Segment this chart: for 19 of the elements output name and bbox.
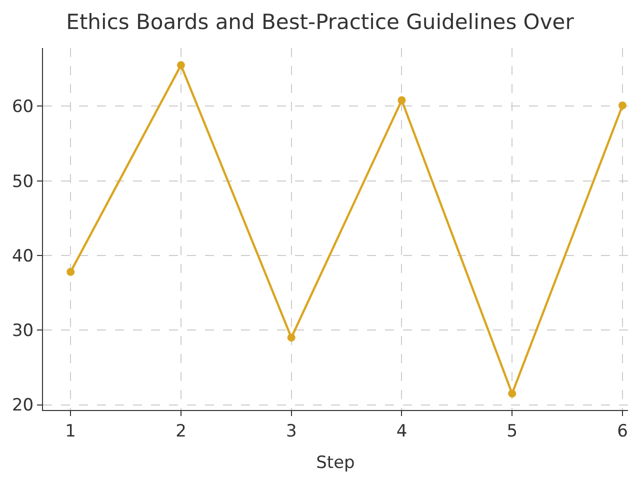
point	[508, 390, 516, 398]
x-tick-label: 2	[176, 421, 186, 442]
y-tick-label: 40	[12, 246, 34, 266]
x-axis-title: Step	[316, 452, 355, 473]
point	[176, 61, 185, 70]
x-tick-label: 1	[65, 421, 76, 442]
y-tick-label: 30	[12, 321, 34, 342]
x-tick-label: 6	[617, 421, 628, 442]
y-tick-label: 20	[12, 396, 34, 416]
x-tick-label: 5	[506, 421, 518, 442]
point	[618, 101, 626, 110]
y-tick-label: 50	[12, 172, 34, 192]
chart-title: Ethics Boards and Best-Practice Guidelines Over	[66, 10, 574, 34]
x-tick-label: 4	[396, 421, 408, 442]
point	[287, 334, 296, 342]
y-tick-label: 60	[12, 97, 34, 118]
x-tick-label: 3	[286, 421, 297, 442]
point	[66, 268, 75, 276]
point	[398, 96, 406, 104]
